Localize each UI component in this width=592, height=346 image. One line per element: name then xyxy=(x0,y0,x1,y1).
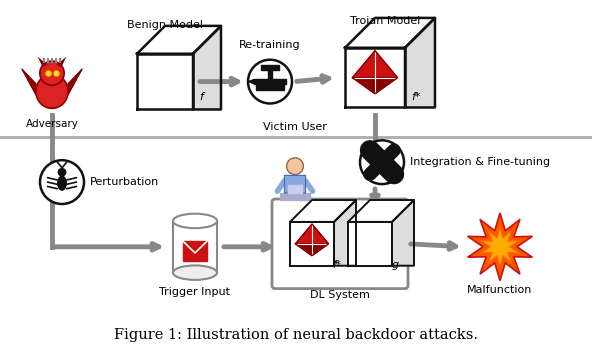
FancyBboxPatch shape xyxy=(285,175,305,193)
Ellipse shape xyxy=(36,74,68,108)
Polygon shape xyxy=(295,224,329,244)
Polygon shape xyxy=(137,26,221,54)
Circle shape xyxy=(40,160,84,204)
Text: f*: f* xyxy=(411,92,420,102)
Text: Trojan Model: Trojan Model xyxy=(350,16,420,26)
Polygon shape xyxy=(183,241,207,261)
Polygon shape xyxy=(137,54,193,109)
Polygon shape xyxy=(255,80,286,84)
Polygon shape xyxy=(21,69,36,95)
Circle shape xyxy=(360,140,404,184)
Circle shape xyxy=(248,60,292,103)
Ellipse shape xyxy=(57,175,67,191)
Polygon shape xyxy=(68,69,82,95)
Polygon shape xyxy=(348,222,392,266)
Ellipse shape xyxy=(173,214,217,228)
Ellipse shape xyxy=(173,265,217,280)
Polygon shape xyxy=(392,200,414,266)
Polygon shape xyxy=(405,18,435,108)
Polygon shape xyxy=(334,200,356,266)
Circle shape xyxy=(57,168,66,177)
Polygon shape xyxy=(290,222,334,266)
Circle shape xyxy=(287,158,303,174)
Circle shape xyxy=(40,61,64,85)
Polygon shape xyxy=(468,213,532,281)
Polygon shape xyxy=(345,18,435,48)
Text: Malfunction: Malfunction xyxy=(467,285,533,294)
Text: Adversary: Adversary xyxy=(25,119,78,129)
Text: DL System: DL System xyxy=(310,290,370,300)
Polygon shape xyxy=(256,84,284,90)
Polygon shape xyxy=(345,48,405,108)
Polygon shape xyxy=(290,200,356,222)
Polygon shape xyxy=(193,26,221,109)
Polygon shape xyxy=(280,193,310,200)
Polygon shape xyxy=(348,200,414,222)
Text: Figure 1: Illustration of neural backdoor attacks.: Figure 1: Illustration of neural backdoo… xyxy=(114,328,478,343)
Polygon shape xyxy=(352,78,397,94)
Polygon shape xyxy=(261,65,279,70)
Polygon shape xyxy=(295,244,329,256)
FancyBboxPatch shape xyxy=(272,199,408,289)
Polygon shape xyxy=(352,51,397,78)
Text: f*: f* xyxy=(332,260,341,270)
Polygon shape xyxy=(37,56,47,67)
Text: Re-training: Re-training xyxy=(239,40,301,50)
Text: Integration & Fine-tuning: Integration & Fine-tuning xyxy=(410,157,550,167)
Text: g: g xyxy=(392,260,399,270)
Polygon shape xyxy=(268,66,272,80)
Text: Victim User: Victim User xyxy=(263,122,327,133)
Polygon shape xyxy=(173,221,217,273)
Text: Trigger Input: Trigger Input xyxy=(159,286,230,297)
Text: Benign Model: Benign Model xyxy=(127,20,203,30)
Polygon shape xyxy=(249,80,255,84)
Polygon shape xyxy=(481,227,519,267)
Text: f: f xyxy=(199,92,203,102)
Polygon shape xyxy=(288,185,303,193)
Text: Perturbation: Perturbation xyxy=(90,177,159,187)
Polygon shape xyxy=(57,56,66,67)
